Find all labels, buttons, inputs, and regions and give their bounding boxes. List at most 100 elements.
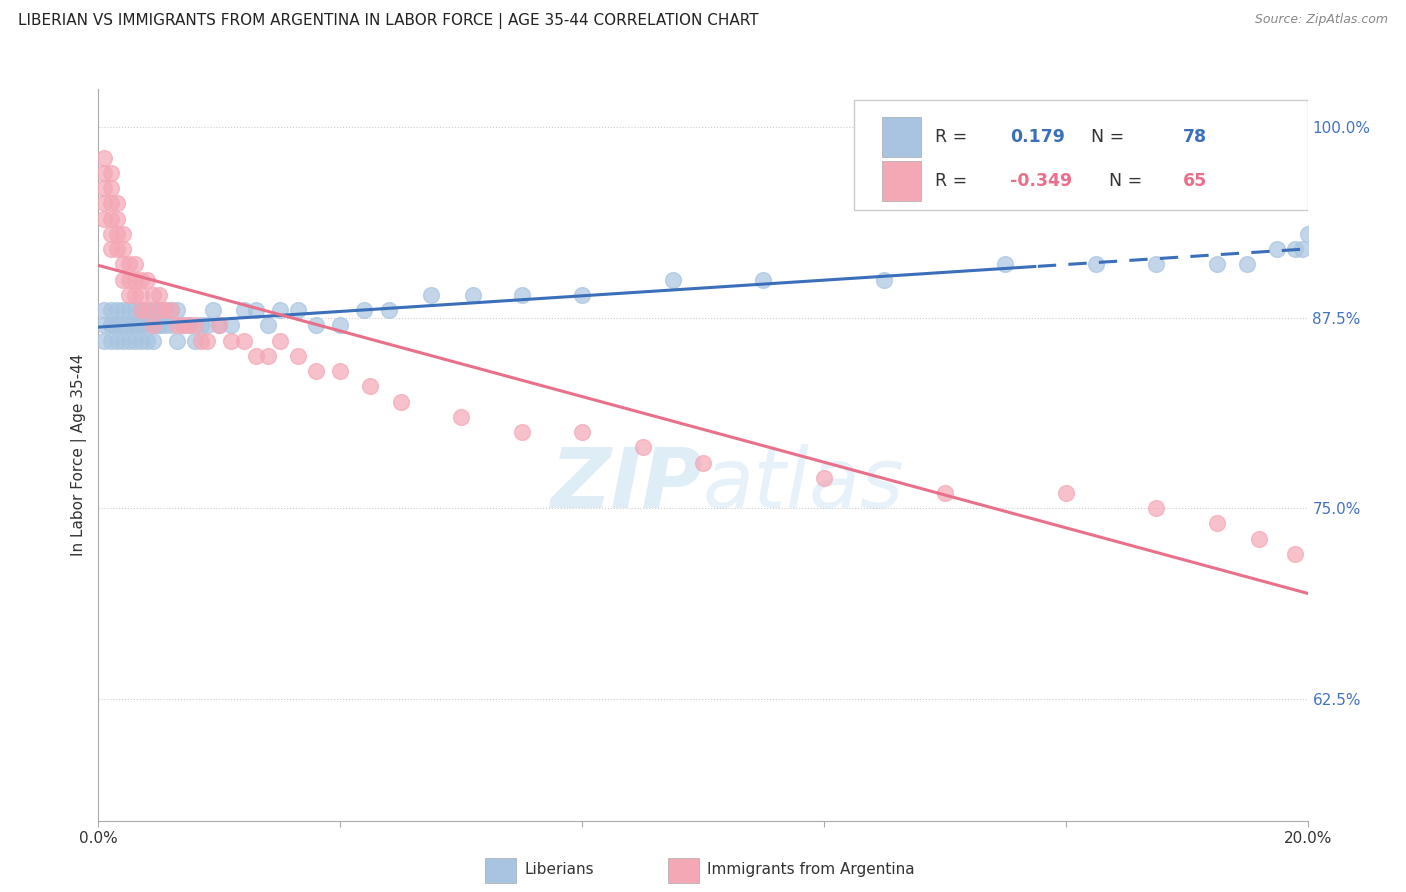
Point [571,425,593,439]
Point [111,257,134,271]
Point [994,257,1017,271]
Point [1249,532,1271,546]
Point [1206,516,1229,531]
Point [1144,257,1167,271]
Point [124,303,146,318]
Point [100,303,122,318]
Point [129,273,152,287]
Point [1296,227,1319,241]
Point [172,318,194,333]
Point [124,257,146,271]
Point [195,318,218,333]
Point [389,394,412,409]
Point [129,303,152,318]
Point [129,318,152,333]
Point [160,303,183,318]
Point [118,334,141,348]
Point [93,211,115,226]
Text: N =: N = [1098,171,1149,190]
Text: 0.179: 0.179 [1010,128,1064,145]
Point [148,318,170,333]
Point [135,318,157,333]
Point [118,257,141,271]
Point [166,303,188,318]
Point [179,318,201,333]
Point [100,318,122,333]
Point [202,303,225,318]
Point [100,318,122,333]
Point [111,242,134,256]
Point [93,334,115,348]
Point [111,273,134,287]
Point [232,334,254,348]
Point [184,334,207,348]
Point [153,303,176,318]
Point [124,288,146,302]
FancyBboxPatch shape [882,161,921,201]
Point [190,334,212,348]
FancyBboxPatch shape [882,117,921,157]
Text: 65: 65 [1182,171,1208,190]
Point [142,334,165,348]
Point [1284,547,1306,561]
Point [142,303,165,318]
Point [93,151,115,165]
Point [105,196,128,211]
Text: Immigrants from Argentina: Immigrants from Argentina [707,863,915,877]
Point [221,318,243,333]
Point [195,334,218,348]
Point [172,318,194,333]
Point [111,227,134,241]
Point [100,227,122,241]
Text: N =: N = [1080,128,1130,145]
Point [190,318,212,333]
Point [329,318,352,333]
Point [1236,257,1258,271]
Point [221,334,243,348]
Point [353,303,375,318]
Point [160,318,183,333]
Point [208,318,231,333]
Point [148,288,170,302]
Point [129,288,152,302]
Point [256,318,278,333]
Point [662,273,685,287]
Point [105,334,128,348]
Point [160,303,183,318]
Point [124,318,146,333]
Point [166,334,188,348]
Point [105,242,128,256]
Point [360,379,382,393]
Point [111,318,134,333]
Point [93,303,115,318]
Point [232,303,254,318]
Point [148,303,170,318]
Point [510,288,533,302]
Point [1144,501,1167,516]
Point [1206,257,1229,271]
Point [166,318,188,333]
Point [93,318,115,333]
Point [135,334,157,348]
Point [118,318,141,333]
Point [100,166,122,180]
Point [873,273,896,287]
Point [420,288,443,302]
Point [153,303,176,318]
Point [752,273,775,287]
Point [179,318,201,333]
Point [135,303,157,318]
Point [135,303,157,318]
Point [142,318,165,333]
Point [135,273,157,287]
Point [148,318,170,333]
Point [100,181,122,195]
Point [111,318,134,333]
Point [105,227,128,241]
Point [631,440,654,454]
Point [129,318,152,333]
Point [105,318,128,333]
Point [100,211,122,226]
Point [118,318,141,333]
Text: Liberians: Liberians [524,863,595,877]
